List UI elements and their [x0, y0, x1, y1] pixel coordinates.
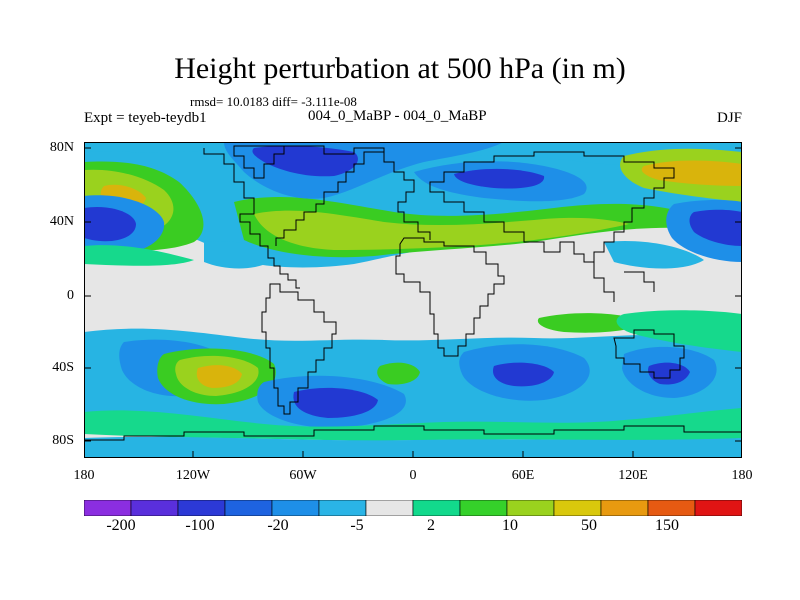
colorbar-swatch	[553, 500, 602, 516]
x-tick-180e: 180	[731, 468, 753, 483]
x-tick-60e: 60E	[511, 468, 535, 483]
south-america-outline	[261, 283, 337, 415]
south-orange-core-left	[196, 365, 242, 388]
y-tick-40n: 40N	[49, 214, 74, 229]
colorbar-label: -100	[185, 517, 215, 534]
colorbar-label: -5	[350, 517, 364, 534]
y-tick-0: 0	[67, 288, 74, 303]
statistics-label: rmsd= 10.0183 diff= -3.111e-08	[190, 94, 357, 109]
south-green-blob-east	[537, 313, 644, 333]
north-asia-blue-dark	[454, 168, 545, 189]
period-label: 004_0_MaBP - 004_0_MaBP	[308, 108, 487, 124]
north-america-outline	[203, 145, 385, 289]
south-band-blue-dark-2	[492, 362, 554, 387]
plot-title: Height perturbation at 500 hPa (in m)	[174, 52, 626, 85]
europe-outline	[383, 152, 431, 240]
australia-outline	[613, 329, 685, 379]
season-label: DJF	[716, 110, 742, 126]
experiment-label: Expt = teyeb-teydb1	[84, 110, 207, 126]
coastlines	[84, 145, 742, 441]
colorbar-label: 50	[581, 517, 597, 534]
west-blue-low-dark	[84, 206, 136, 242]
colorbar-swatch	[600, 500, 649, 516]
colorbar-label: 2	[427, 517, 435, 534]
x-tick-0: 0	[409, 468, 417, 483]
colorbar-swatch	[224, 500, 273, 516]
colorbar-swatch	[271, 500, 320, 516]
colorbar-swatch	[412, 500, 461, 516]
x-tick-120w: 120W	[175, 468, 211, 483]
colorbar-label: -200	[106, 517, 136, 534]
colorbar-swatch	[694, 500, 742, 516]
southeast-asia-outline	[584, 261, 655, 302]
africa-outline	[395, 237, 505, 357]
mid-light-blue-blobs	[204, 240, 704, 269]
south-green-band-lower	[84, 408, 742, 442]
x-tick-60w: 60W	[289, 468, 317, 483]
colorbar-swatch	[318, 500, 367, 516]
east-blue-low-dark	[689, 209, 742, 246]
south-blue-dark-big	[293, 387, 378, 418]
contour-map	[84, 142, 742, 458]
colorbar	[84, 500, 742, 516]
colorbar-swatch	[506, 500, 555, 516]
south-pole-light-blue	[84, 436, 742, 458]
y-tick-80s: 80S	[52, 433, 74, 448]
x-tick-180w: 180	[73, 468, 95, 483]
north-band-yellow-center	[254, 210, 629, 250]
map-panel	[84, 142, 742, 458]
colorbar-swatch	[647, 500, 696, 516]
asia-outline	[429, 151, 675, 263]
south-green-blob-mid	[377, 362, 420, 385]
colorbar-swatch	[84, 500, 132, 516]
greenland-outline	[233, 145, 285, 179]
colorbar-swatch	[365, 500, 414, 516]
colorbar-swatch	[177, 500, 226, 516]
green-band-strip-left	[84, 245, 194, 266]
colorbar-swatch	[130, 500, 179, 516]
southeast-green-top	[616, 310, 742, 352]
antarctica-outline	[84, 425, 742, 441]
colorbar-label: 10	[502, 517, 518, 534]
y-tick-40s: 40S	[52, 360, 74, 375]
colorbar-label: -20	[267, 517, 289, 534]
colorbar-swatch	[459, 500, 508, 516]
y-tick-80n: 80N	[49, 140, 74, 155]
colorbar-label: 150	[655, 517, 679, 534]
x-tick-120e: 120E	[618, 468, 648, 483]
north-pacific-orange-core	[641, 160, 742, 186]
